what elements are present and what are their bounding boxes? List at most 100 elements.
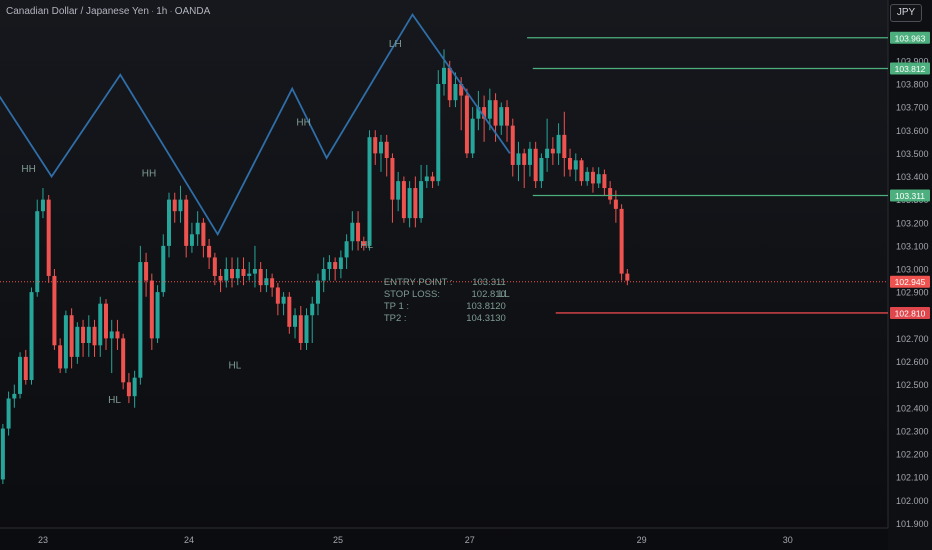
candle-body: [109, 331, 114, 339]
x-tick-label: 29: [637, 535, 647, 545]
trade-note-label: ENTRY POINT :: [384, 277, 453, 288]
candle-body: [321, 269, 326, 281]
candle-body: [568, 158, 573, 170]
trade-note-label: STOP LOSS:: [384, 289, 440, 300]
candle-body: [608, 188, 613, 200]
candle-body: [23, 356, 28, 380]
candle-body: [539, 158, 544, 182]
candle-body: [241, 269, 246, 276]
swing-label: HL: [108, 395, 121, 406]
candle-body: [441, 67, 447, 84]
candle-body: [545, 148, 550, 158]
candle-body: [396, 181, 401, 200]
y-tick-label: 102.000: [896, 496, 929, 506]
candle-body: [344, 241, 349, 258]
trade-note-label: TP 1 :: [384, 301, 409, 312]
y-tick-label: 102.400: [896, 403, 929, 413]
currency-badge[interactable]: JPY: [890, 4, 922, 22]
candle-body: [430, 176, 435, 182]
y-tick-label: 103.800: [896, 80, 929, 90]
y-tick-label: 101.900: [896, 519, 929, 529]
swing-label: HH: [142, 169, 156, 180]
candle-body: [447, 67, 452, 101]
candle-body: [350, 222, 355, 242]
candle-body: [419, 181, 424, 219]
candle-body: [18, 356, 23, 394]
candle-body: [579, 160, 584, 182]
candle-body: [602, 174, 607, 189]
y-tick-label: 102.200: [896, 450, 929, 460]
candle-body: [264, 278, 269, 286]
y-tick-label: 102.100: [896, 473, 929, 483]
y-tick-label: 103.600: [896, 126, 929, 136]
candle-body: [367, 137, 372, 246]
candle-body: [212, 257, 217, 276]
candle-body: [63, 315, 68, 369]
candle-body: [86, 326, 91, 343]
candle-body: [247, 273, 252, 276]
candle-body: [230, 269, 235, 279]
candle-body: [6, 398, 11, 429]
x-tick-label: 27: [465, 535, 475, 545]
candle-body: [373, 137, 378, 154]
candle-body: [590, 171, 595, 184]
level-price-badge: [890, 189, 930, 202]
candle-body: [556, 134, 561, 154]
level-price-badge: [890, 31, 930, 44]
candle-body: [487, 100, 492, 119]
candle-body: [499, 107, 504, 126]
y-tick-label: 103.700: [896, 103, 929, 113]
candle-body: [178, 199, 183, 212]
candle-body: [327, 262, 332, 269]
interval-label: 1h: [156, 6, 168, 17]
candle-body: [505, 107, 510, 126]
candle-body: [613, 199, 618, 209]
swing-label: HL: [360, 240, 373, 251]
candle-body: [310, 303, 315, 316]
candle-body: [98, 303, 103, 346]
candle-body: [75, 326, 80, 357]
y-tick-label: 103.200: [896, 218, 929, 228]
candle-body: [619, 208, 624, 274]
candle-body: [201, 222, 206, 246]
candle-body: [304, 315, 309, 343]
candle-body: [378, 141, 383, 154]
candle-body: [338, 257, 343, 269]
level-price-badge: [890, 306, 930, 319]
candle-body: [476, 107, 481, 119]
candle-body: [361, 241, 366, 246]
candle-body: [527, 148, 532, 165]
candle-body: [510, 125, 515, 165]
x-tick-label: 23: [38, 535, 48, 545]
candle-body: [453, 84, 458, 101]
trade-note-label: TP2 :: [384, 313, 407, 324]
trend-zigzag-line: [0, 12, 511, 237]
candle-body: [132, 377, 137, 397]
candle-body: [172, 199, 177, 212]
level-price-label: 103.963: [895, 33, 926, 43]
trade-note-value: 103.8120: [466, 301, 506, 312]
candle-body: [315, 280, 320, 304]
trade-note-value: 102.810: [472, 289, 506, 300]
y-tick-label: 103.000: [896, 265, 929, 275]
y-tick-label: 102.500: [896, 380, 929, 390]
candle-body: [333, 262, 338, 269]
y-tick-label: 103.900: [896, 56, 929, 66]
candle-body: [401, 181, 406, 219]
trade-note-value: 103.311: [472, 277, 506, 288]
candle-body: [270, 278, 275, 288]
candle-body: [436, 84, 441, 182]
candle-body: [0, 428, 5, 480]
candle-body: [493, 100, 498, 126]
candle-body: [287, 296, 292, 327]
candle-body: [167, 199, 172, 246]
candle-body: [281, 296, 286, 304]
candle-body: [424, 176, 429, 182]
candle-body: [52, 275, 57, 346]
candle-body: [189, 234, 194, 246]
candle-body: [184, 199, 189, 246]
candle-body: [69, 315, 74, 357]
candle-body: [126, 382, 131, 397]
